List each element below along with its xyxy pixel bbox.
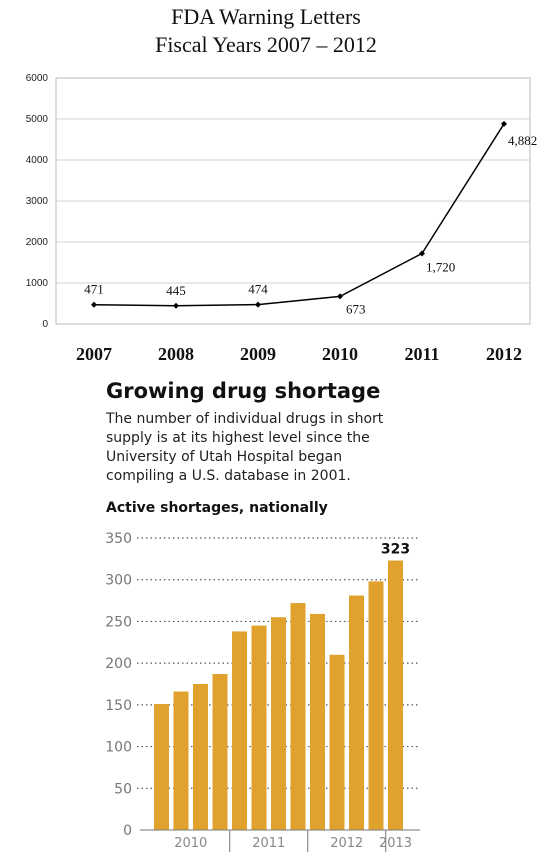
chart1-data-label: 445 — [166, 283, 186, 298]
chart2-y-tick-label: 350 — [105, 531, 132, 547]
chart2-y-tick-label: 300 — [105, 573, 132, 589]
chart1-point — [337, 293, 343, 300]
chart1-series-line — [93, 123, 505, 307]
chart1-x-tick-label: 2011 — [404, 344, 439, 364]
chart2-bar — [154, 704, 169, 830]
chart1-subtitle: Fiscal Years 2007 – 2012 — [155, 32, 377, 57]
chart1-data-label: 474 — [248, 282, 268, 297]
chart1-point — [501, 120, 507, 127]
chart1-x-tick-label: 2009 — [240, 344, 276, 364]
chart1-x-ticks: 2007 2008 2009 2010 2011 2012 — [76, 344, 522, 364]
chart2-subtitle-line-3: University of Utah Hospital began — [106, 449, 342, 465]
chart2-y-axis-label: Active shortages, nationally — [106, 500, 328, 516]
chart1-y-tick-label: 4000 — [26, 155, 49, 166]
chart2-subtitle-line-1: The number of individual drugs in short — [105, 411, 384, 427]
chart2-bar — [349, 595, 364, 830]
chart2-bar — [212, 673, 228, 830]
chart2-bar — [173, 691, 189, 830]
chart2-y-tick-label: 50 — [114, 781, 132, 797]
chart2-bar — [193, 684, 208, 830]
chart1-data-label: 1,720 — [426, 259, 455, 274]
chart1-y-tick-label: 5000 — [26, 114, 49, 125]
chart2-year-labels: 2010 2011 2012 2013 — [174, 830, 412, 852]
chart1-y-ticks: 0 1000 2000 3000 4000 5000 6000 — [26, 73, 49, 330]
chart2-y-tick-label: 200 — [105, 656, 132, 672]
chart2-y-tick-label: 250 — [105, 614, 132, 630]
chart2-bar — [271, 617, 286, 830]
chart2-bar — [310, 613, 325, 830]
chart1-x-tick-label: 2007 — [76, 344, 112, 364]
chart2-bar — [329, 654, 345, 830]
chart1-y-tick-label: 6000 — [26, 73, 49, 84]
chart1-points — [91, 120, 507, 309]
chart1-data-labels: 471 445 474 673 1,720 4,882 — [84, 133, 537, 317]
chart2-bar — [251, 625, 267, 830]
fda-warning-letters-chart: FDA Warning Letters Fiscal Years 2007 – … — [26, 4, 538, 364]
chart1-y-tick-label: 1000 — [26, 278, 49, 289]
chart2-subtitle-line-2: supply is at its highest level since the — [106, 430, 370, 446]
chart1-point — [91, 301, 97, 308]
chart2-y-tick-label: 100 — [105, 740, 132, 756]
chart1-y-tick-label: 0 — [42, 319, 48, 330]
chart1-point — [173, 302, 179, 309]
chart1-data-label: 673 — [346, 301, 366, 316]
chart1-x-tick-label: 2008 — [158, 344, 194, 364]
chart2-bar — [290, 603, 306, 830]
chart1-x-tick-label: 2012 — [486, 344, 522, 364]
chart2-y-tick-label: 0 — [123, 823, 132, 839]
chart2-bar — [368, 581, 384, 830]
chart1-title: FDA Warning Letters — [171, 4, 361, 29]
chart1-x-tick-label: 2010 — [322, 344, 358, 364]
chart1-y-tick-label: 3000 — [26, 196, 49, 207]
chart2-y-tick-label: 150 — [105, 698, 132, 714]
chart1-y-tick-label: 2000 — [26, 237, 49, 248]
chart2-year-label: 2013 — [379, 836, 412, 851]
chart2-year-label: 2010 — [174, 836, 207, 851]
chart2-title: Growing drug shortage — [106, 379, 380, 403]
chart2-subtitle-line-4: compiling a U.S. database in 2001. — [106, 468, 351, 484]
chart2-bars — [154, 560, 403, 830]
chart1-grid — [56, 118, 530, 284]
chart1-data-label: 4,882 — [508, 133, 537, 148]
chart2-year-label: 2012 — [330, 836, 363, 851]
chart2-bar — [232, 631, 247, 830]
chart1-data-label: 471 — [84, 282, 104, 297]
chart2-y-ticks: 0 50 100 150 200 250 300 350 — [105, 531, 132, 839]
chart2-year-label: 2011 — [252, 836, 285, 851]
chart1-point — [419, 250, 425, 257]
chart2-bar — [388, 560, 403, 830]
chart1-point — [255, 301, 261, 308]
chart2-annotation: 323 — [381, 542, 410, 558]
